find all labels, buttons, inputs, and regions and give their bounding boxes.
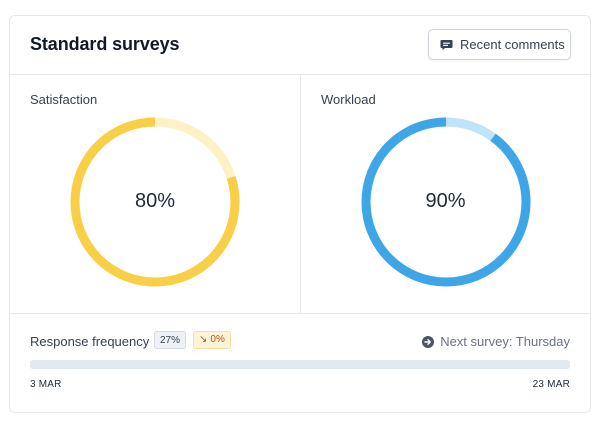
comment-icon	[440, 39, 453, 50]
workload-donut	[361, 117, 531, 287]
satisfaction-value: 80%	[134, 190, 176, 212]
response-change-value: 0%	[210, 334, 225, 345]
standard-surveys-card: Standard surveys Recent comments Satisfa…	[9, 15, 591, 413]
response-frequency-section: Response frequency 27% ↘ 0% Next survey:…	[10, 314, 590, 412]
recent-comments-label: Recent comments	[460, 37, 565, 52]
response-progress-bar	[30, 360, 570, 369]
response-frequency-label: Response frequency	[30, 334, 150, 349]
satisfaction-arc	[70, 117, 240, 287]
end-date: 23 MAR	[532, 379, 570, 390]
start-date: 3 MAR	[30, 379, 62, 390]
recent-comments-button[interactable]: Recent comments	[428, 29, 571, 60]
next-survey: Next survey: Thursday	[422, 334, 570, 349]
workload-panel: Workload 90%	[301, 75, 590, 313]
survey-panels: Satisfaction 80% Workload 90%	[10, 75, 590, 314]
satisfaction-label: Satisfaction	[30, 92, 98, 107]
trend-down-icon: ↘	[199, 334, 208, 345]
response-percent-badge: 27%	[154, 331, 187, 349]
workload-value: 90%	[425, 190, 466, 212]
arrow-right-circle-icon	[422, 335, 435, 348]
next-survey-text: Next survey: Thursday	[440, 334, 570, 349]
satisfaction-panel: Satisfaction 80%	[10, 75, 301, 313]
card-header: Standard surveys Recent comments	[10, 16, 590, 75]
workload-arc	[361, 117, 531, 287]
satisfaction-donut	[70, 117, 240, 287]
response-change-badge: ↘ 0%	[193, 331, 231, 349]
card-title: Standard surveys	[30, 34, 180, 54]
workload-label: Workload	[321, 92, 376, 107]
